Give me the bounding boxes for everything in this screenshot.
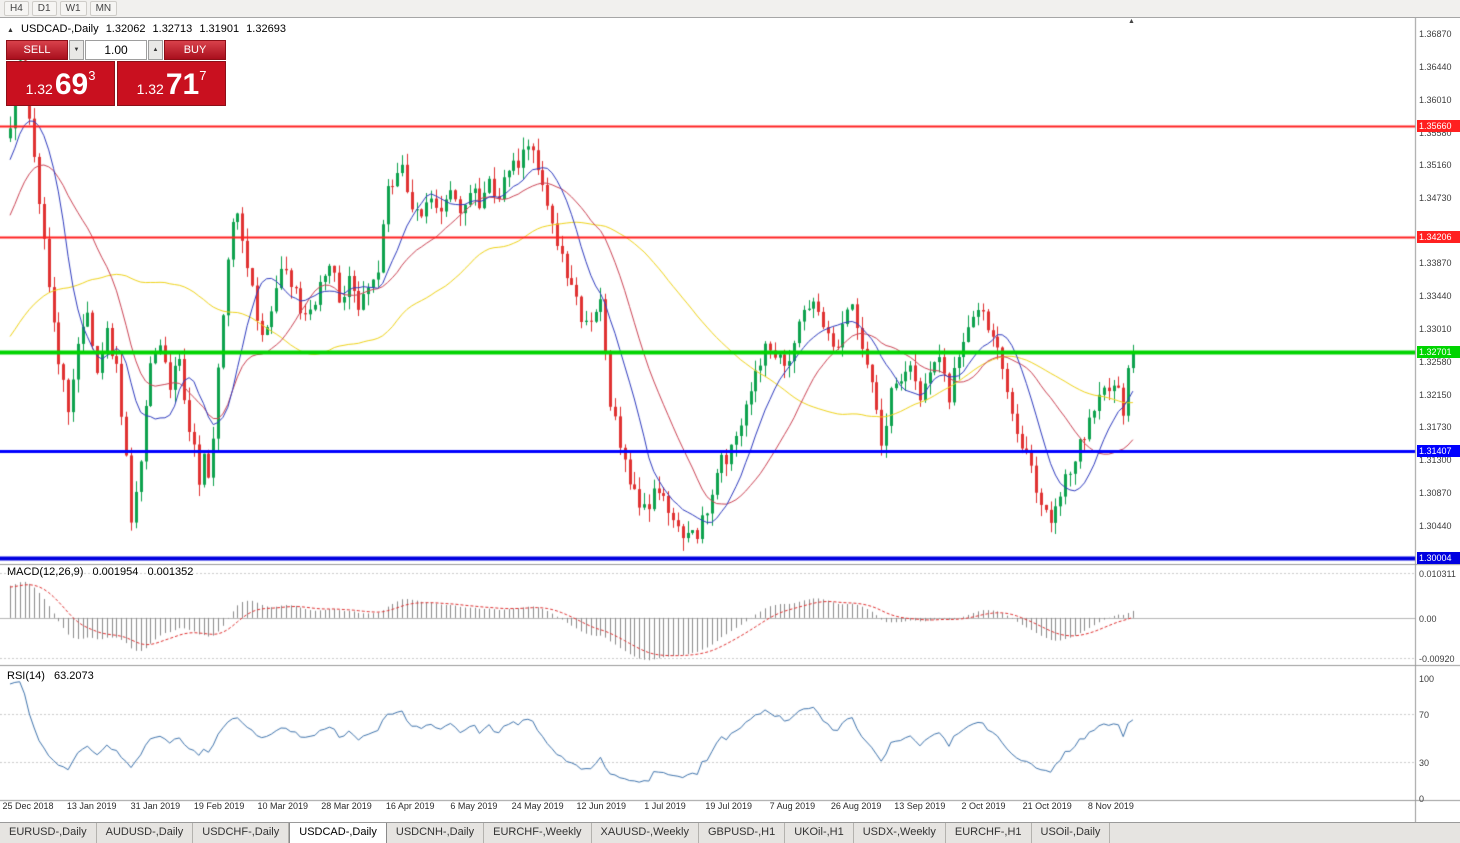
date-label: 19 Jul 2019	[705, 801, 752, 811]
sell-price-prefix: 1.32	[25, 81, 53, 97]
price-tick-label: 1.32150	[1419, 389, 1452, 400]
price-tick-label: 1.33440	[1419, 291, 1452, 302]
macd-name: MACD(12,26,9)	[7, 566, 84, 578]
chart-ohlc-header: ▲ USDCAD-,Daily 1.32062 1.32713 1.31901 …	[7, 23, 290, 35]
date-label: 10 Mar 2019	[257, 801, 309, 811]
rsi-axis-label: 0	[1419, 794, 1425, 804]
chart-tab[interactable]: USDX-,Weekly	[854, 823, 946, 843]
chart-tab[interactable]: USDCAD-,Daily	[289, 823, 387, 843]
price-tick-label: 1.36440	[1419, 61, 1452, 72]
sell-button[interactable]: SELL	[6, 40, 68, 60]
timeframe-button-mn[interactable]: MN	[89, 1, 118, 16]
price-tick-label: 1.31730	[1419, 422, 1452, 433]
ohlc-close-value: 1.32693	[246, 23, 286, 35]
date-label: 31 Jan 2019	[130, 801, 181, 811]
rsi-axis-label: 30	[1419, 758, 1430, 768]
sell-price-big-digits: 69	[54, 67, 89, 101]
macd-axis-label: 0.010311	[1419, 569, 1456, 579]
sell-price-pip-digit: 3	[88, 68, 96, 83]
price-tick-label: 1.32580	[1419, 357, 1452, 368]
level-price-badge: 1.32701	[1417, 345, 1460, 358]
price-tick-label: 1.30440	[1419, 520, 1452, 531]
price-tick-label: 1.36870	[1419, 29, 1452, 39]
chart-tab[interactable]: UKOil-,H1	[785, 823, 854, 843]
level-price-badge: 1.34206	[1417, 230, 1460, 243]
ohlc-open-value: 1.32062	[105, 23, 146, 35]
sell-price-panel[interactable]: 1.32 69 3	[6, 61, 115, 106]
level-price-badge: 1.35660	[1417, 119, 1460, 132]
timeframe-button-d1[interactable]: D1	[31, 1, 57, 16]
chart-tab[interactable]: USDCNH-,Daily	[387, 823, 485, 843]
date-label: 19 Feb 2019	[193, 801, 245, 811]
timeframe-toolbar: H4 D1 W1 MN	[0, 0, 1460, 18]
macd-indicator-label: MACD(12,26,9) 0.001954 0.001352	[7, 566, 193, 578]
macd-axis-label: 0.00	[1419, 613, 1437, 624]
date-label: 16 Apr 2019	[385, 801, 435, 811]
price-tick-label: 1.33010	[1419, 324, 1452, 335]
chart-tab[interactable]: AUDUSD-,Daily	[97, 823, 194, 843]
rsi-axis-label: 70	[1419, 710, 1430, 720]
collapse-chart-icon[interactable]: ▲	[7, 27, 14, 34]
date-label: 24 May 2019	[511, 801, 564, 811]
chart-shift-marker-icon[interactable]: ▲	[1128, 18, 1135, 25]
bid-ask-display: 1.32 69 3 1.32 71 7	[6, 61, 226, 106]
date-label: 7 Aug 2019	[769, 801, 816, 811]
date-label: 2 Oct 2019	[961, 801, 1006, 811]
rsi-name: RSI(14)	[7, 670, 45, 682]
macd-signal-value: 0.001352	[147, 566, 194, 578]
trade-controls-row: SELL ▼ ▲ BUY	[6, 40, 226, 60]
chart-tab[interactable]: USDCHF-,Daily	[193, 823, 290, 843]
price-tick-label: 1.30870	[1419, 487, 1452, 498]
date-label: 25 Dec 2018	[2, 801, 54, 811]
macd-main-value: 0.001954	[92, 566, 139, 578]
one-click-trading-panel: SELL ▼ ▲ BUY 1.32 69 3 1.32 71 7	[6, 40, 226, 106]
date-label: 12 Jun 2019	[576, 801, 627, 811]
volume-input[interactable]	[85, 40, 147, 60]
date-label: 13 Sep 2019	[894, 801, 946, 811]
rsi-axis-label: 100	[1419, 674, 1435, 684]
chart-tab[interactable]: USOil-,Daily	[1032, 823, 1111, 843]
ohlc-low-value: 1.31901	[199, 23, 240, 35]
date-label: 21 Oct 2019	[1022, 801, 1072, 811]
rsi-value: 63.2073	[53, 670, 94, 682]
macd-axis-label: -0.00920	[1419, 654, 1455, 664]
chart-tab[interactable]: EURCHF-,H1	[946, 823, 1032, 843]
buy-price-pip-digit: 7	[199, 68, 207, 83]
price-tick-label: 1.36010	[1419, 94, 1452, 105]
buy-price-prefix: 1.32	[136, 81, 164, 97]
date-label: 13 Jan 2019	[66, 801, 117, 811]
price-chart-canvas[interactable]	[0, 18, 1460, 822]
rsi-indicator-label: RSI(14) 63.2073	[7, 670, 94, 682]
date-label: 6 May 2019	[450, 801, 498, 811]
chart-tab[interactable]: XAUUSD-,Weekly	[592, 823, 699, 843]
timeframe-button-w1[interactable]: W1	[59, 1, 87, 16]
buy-button[interactable]: BUY	[164, 40, 226, 60]
chart-tab[interactable]: EURCHF-,Weekly	[484, 823, 592, 843]
ohlc-high-value: 1.32713	[152, 23, 193, 35]
buy-price-big-digits: 71	[165, 67, 200, 101]
price-tick-label: 1.31300	[1419, 454, 1452, 465]
volume-increase-button[interactable]: ▲	[148, 40, 163, 60]
chart-tabs-bar: EURUSD-,Daily AUDUSD-,Daily USDCHF-,Daily U…	[0, 822, 1460, 843]
level-price-badge: 1.31407	[1417, 444, 1460, 457]
timeframe-button-h4[interactable]: H4	[4, 1, 29, 16]
chart-tab[interactable]: GBPUSD-,H1	[699, 823, 786, 843]
date-label: 1 Jul 2019	[644, 801, 686, 811]
level-price-badge: 1.30004	[1417, 552, 1460, 564]
volume-decrease-button[interactable]: ▼	[69, 40, 84, 60]
date-label: 8 Nov 2019	[1087, 801, 1134, 811]
price-tick-label: 1.35580	[1419, 127, 1452, 138]
chart-tab[interactable]: EURUSD-,Daily	[0, 823, 97, 843]
date-label: 28 Mar 2019	[321, 801, 372, 811]
chart-symbol-label: USDCAD-,Daily	[21, 23, 99, 35]
price-tick-label: 1.33870	[1419, 258, 1452, 269]
price-tick-label: 1.35160	[1419, 159, 1452, 170]
date-label: 26 Aug 2019	[830, 801, 882, 811]
price-tick-label: 1.34730	[1419, 192, 1452, 203]
buy-price-panel[interactable]: 1.32 71 7	[117, 61, 226, 106]
